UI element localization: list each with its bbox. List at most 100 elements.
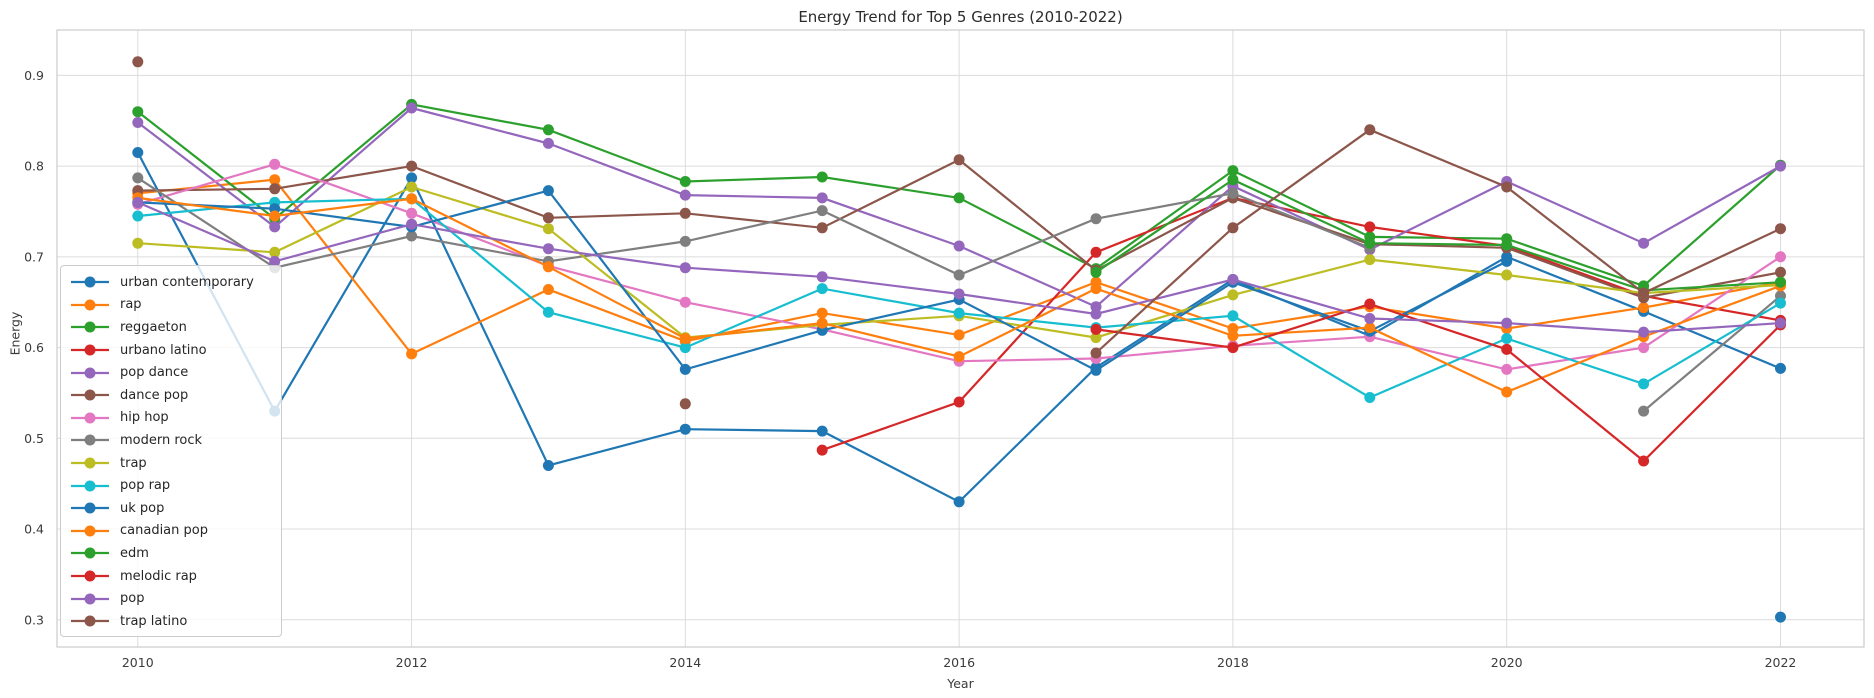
data-point-melodic-rap-2020 <box>1501 343 1513 355</box>
legend-item-pop-dance: pop dance <box>69 361 281 384</box>
data-point-pop-dance-2010 <box>132 117 144 128</box>
legend-item-pop-rap: pop rap <box>69 474 281 497</box>
legend-dot-icon <box>84 434 96 446</box>
legend-dot-icon <box>84 321 96 333</box>
y-tick-label: 0.9 <box>24 68 44 83</box>
data-point-canadian-pop-2016 <box>953 351 965 363</box>
data-point-rap-2013 <box>542 284 554 295</box>
y-axis-label: Energy <box>7 311 23 356</box>
legend-dot-icon <box>84 457 96 469</box>
legend-marker-urban-contemporary <box>71 276 109 288</box>
data-point-pop-dance-2012 <box>406 102 418 114</box>
legend-label: urbano latino <box>120 342 207 358</box>
data-point-hip-hop-2021 <box>1638 342 1650 354</box>
data-point-reggaeton-2015 <box>816 171 828 183</box>
data-point-pop-dance-2021 <box>1638 237 1650 249</box>
x-tick-label: 2020 <box>1491 655 1523 670</box>
data-point-pop-2022 <box>1775 317 1786 329</box>
data-point-dance-pop-2016 <box>953 154 965 166</box>
legend-dot-icon <box>84 389 96 401</box>
data-point-urbano-latino-2019 <box>1364 221 1376 233</box>
data-point-pop-dance-2011 <box>269 221 281 233</box>
series-line-modern-rock <box>137 176 1371 277</box>
legend-label: pop dance <box>120 365 189 381</box>
data-point-trap-2010 <box>132 237 144 249</box>
legend-dot-icon <box>84 570 96 582</box>
x-tick-label: 2022 <box>1765 655 1797 670</box>
legend-dot-icon <box>84 276 96 288</box>
data-point-pop-2010 <box>132 196 144 208</box>
data-point-trap-2019 <box>1364 254 1376 266</box>
legend-dot-icon <box>84 502 96 514</box>
data-point-trap-2017 <box>1090 332 1102 344</box>
legend-label: melodic rap <box>120 568 197 584</box>
data-point-pop-2018 <box>1227 274 1239 285</box>
series-pop <box>132 196 1786 338</box>
data-point-reggaeton-2016 <box>953 192 965 204</box>
data-point-trap-latino-2018 <box>1227 222 1239 234</box>
legend-marker-rap <box>71 299 109 311</box>
data-point-modern-rock-2016 <box>953 269 965 281</box>
data-point-pop-rap-2014 <box>679 342 691 354</box>
legend-marker-pop-dance <box>71 367 109 379</box>
data-point-canadian-pop-2014 <box>679 333 691 344</box>
legend-item-hip-hop: hip hop <box>69 407 281 430</box>
legend-label: edm <box>120 545 149 561</box>
legend-item-pop: pop <box>69 587 281 610</box>
data-point-edm-2022 <box>1775 276 1786 288</box>
x-tick-label: 2012 <box>396 655 428 670</box>
data-point-urban-contemporary-2014 <box>679 423 691 435</box>
x-axis-label: Year <box>947 676 974 691</box>
data-point-dance-pop-2015 <box>816 222 828 234</box>
series-line-modern-rock <box>1642 295 1782 412</box>
data-point-trap-latino-2019 <box>1364 124 1376 136</box>
x-tick-label: 2016 <box>943 655 975 670</box>
data-point-pop-2014 <box>679 262 691 274</box>
legend-marker-urbano-latino <box>71 344 109 356</box>
data-point-hip-hop-2020 <box>1501 363 1513 375</box>
data-point-modern-rock-2017 <box>1090 213 1102 225</box>
legend-box: urban contemporary rap reggaeton urbano lat… <box>60 265 282 637</box>
data-point-modern-rock-2014 <box>679 235 691 247</box>
data-point-rap-2015 <box>816 307 828 319</box>
legend-marker-modern-rock <box>71 434 109 446</box>
data-point-urbano-latino-2015 <box>816 444 828 456</box>
data-point-urban-contemporary-2010 <box>132 147 144 158</box>
y-tick-label: 0.7 <box>24 249 44 264</box>
data-point-canadian-pop-2018 <box>1227 330 1239 342</box>
data-point-edm-2020 <box>1501 239 1513 251</box>
legend-label: rap <box>120 297 142 313</box>
data-point-hip-hop-2012 <box>406 207 418 219</box>
data-point-hip-hop-2014 <box>679 296 691 308</box>
legend-item-trap: trap <box>69 452 281 475</box>
legend-marker-trap-latino <box>71 615 109 627</box>
data-point-trap-2018 <box>1227 289 1239 301</box>
x-tick-label: 2010 <box>122 655 154 670</box>
data-point-dance-pop-2012 <box>406 160 418 172</box>
legend-label: dance pop <box>120 387 189 403</box>
data-point-trap-latino-2020 <box>1501 181 1513 193</box>
data-point-trap-2013 <box>542 223 554 235</box>
data-point-pop-rap-2021 <box>1638 378 1650 390</box>
data-point-trap-2020 <box>1501 269 1513 281</box>
data-point-rap-2011 <box>269 174 281 186</box>
legend-label: modern rock <box>120 432 203 448</box>
y-tick-label: 0.8 <box>24 159 44 174</box>
data-point-pop-2013 <box>542 243 554 255</box>
data-point-modern-rock-2010 <box>132 172 144 184</box>
series-line-urbano-latino <box>821 196 1781 452</box>
data-point-modern-rock-2015 <box>816 205 828 217</box>
legend-marker-reggaeton <box>71 321 109 333</box>
data-point-canadian-pop-2015 <box>816 317 828 329</box>
x-tick-label: 2014 <box>669 655 701 670</box>
legend-label: canadian pop <box>120 523 208 539</box>
data-point-pop-2017 <box>1090 308 1102 320</box>
data-point-pop-2016 <box>953 288 965 300</box>
legend-marker-uk-pop <box>71 502 109 514</box>
legend-marker-pop-rap <box>71 480 109 492</box>
data-point-urban-contemporary-2016 <box>953 496 965 508</box>
data-point-modern-rock-2018 <box>1227 187 1239 199</box>
legend-dot-icon <box>84 593 96 605</box>
